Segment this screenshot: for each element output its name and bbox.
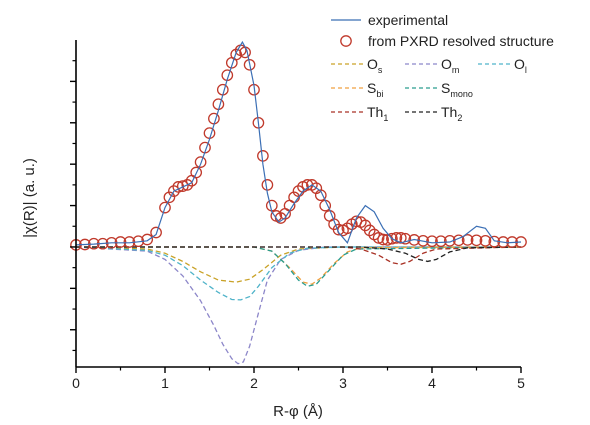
- data-point: [261, 179, 274, 191]
- data-point: [141, 233, 154, 246]
- y-axis-title: |χ(R)| (a. u.): [21, 158, 38, 238]
- legend-label-5: Sbi: [367, 80, 383, 99]
- data-point: [159, 201, 171, 214]
- data-point: [150, 226, 162, 239]
- data-point: [243, 58, 256, 71]
- x-tick-label: 1: [161, 375, 169, 391]
- x-tick-label: 4: [428, 375, 436, 391]
- data-point: [426, 235, 438, 248]
- data-point: [176, 180, 189, 192]
- series-7-line: [76, 246, 522, 265]
- x-tick-label: 0: [72, 375, 80, 391]
- legend-label-1: from PXRD resolved structure: [368, 33, 554, 49]
- data-point: [386, 232, 398, 245]
- x-axis-title: R-φ (Å): [273, 403, 323, 420]
- data-point: [470, 234, 483, 247]
- series-0-line: [75, 40, 522, 246]
- data-point: [399, 232, 412, 245]
- axes: 0 1 2 3 4 5: [70, 40, 525, 391]
- x-tick-label: 2: [250, 375, 258, 391]
- series-5-line: [76, 246, 522, 285]
- data-point: [443, 234, 456, 247]
- x-tick-label: 5: [517, 375, 525, 391]
- legend-label-2: Os: [367, 56, 383, 75]
- legend-label-3: Om: [441, 56, 459, 75]
- series-6-line: [76, 246, 522, 287]
- data-point: [332, 223, 345, 236]
- series-4-line: [75, 246, 521, 301]
- data-point: [194, 156, 207, 168]
- data-point: [435, 235, 447, 248]
- data-point: [377, 233, 389, 246]
- legend-label-7: Th1: [367, 104, 388, 123]
- plot-area: [70, 40, 527, 365]
- data-point: [181, 179, 194, 191]
- data-point: [190, 166, 203, 179]
- series-3-line: [75, 246, 521, 365]
- legend-sample-1: [340, 35, 352, 47]
- data-point: [417, 234, 429, 247]
- legend-label-4: Ol: [514, 56, 527, 75]
- legend: experimental from PXRD resolved structure…: [331, 12, 554, 123]
- series-2-line: [75, 246, 521, 283]
- legend-label-6: Smono: [441, 80, 473, 99]
- data-point: [479, 234, 492, 247]
- data-point: [168, 185, 180, 197]
- data-point: [461, 234, 474, 246]
- data-point: [314, 189, 327, 202]
- x-tick-label: 3: [339, 375, 347, 391]
- data-point: [212, 98, 225, 111]
- data-point: [497, 236, 510, 248]
- legend-label-0: experimental: [368, 12, 448, 28]
- series-8-line: [76, 246, 522, 263]
- data-point: [114, 236, 127, 248]
- series-1-markers: [70, 44, 527, 251]
- data-point: [381, 234, 394, 246]
- legend-label-8: Th2: [441, 104, 462, 123]
